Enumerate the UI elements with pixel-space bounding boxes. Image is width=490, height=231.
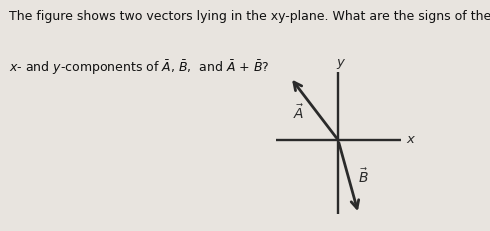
Text: $x$- and $y$-components of $\bar{A}$, $\bar{B}$,  and $\bar{A}$ + $\bar{B}$?: $x$- and $y$-components of $\bar{A}$, $\…: [9, 58, 270, 77]
Text: The figure shows two vectors lying in the xy-plane. What are the signs of the: The figure shows two vectors lying in th…: [9, 10, 490, 23]
Text: $\vec{A}$: $\vec{A}$: [293, 103, 304, 122]
Text: x: x: [406, 133, 414, 146]
Text: $\vec{B}$: $\vec{B}$: [358, 167, 368, 186]
Text: y: y: [337, 56, 344, 69]
